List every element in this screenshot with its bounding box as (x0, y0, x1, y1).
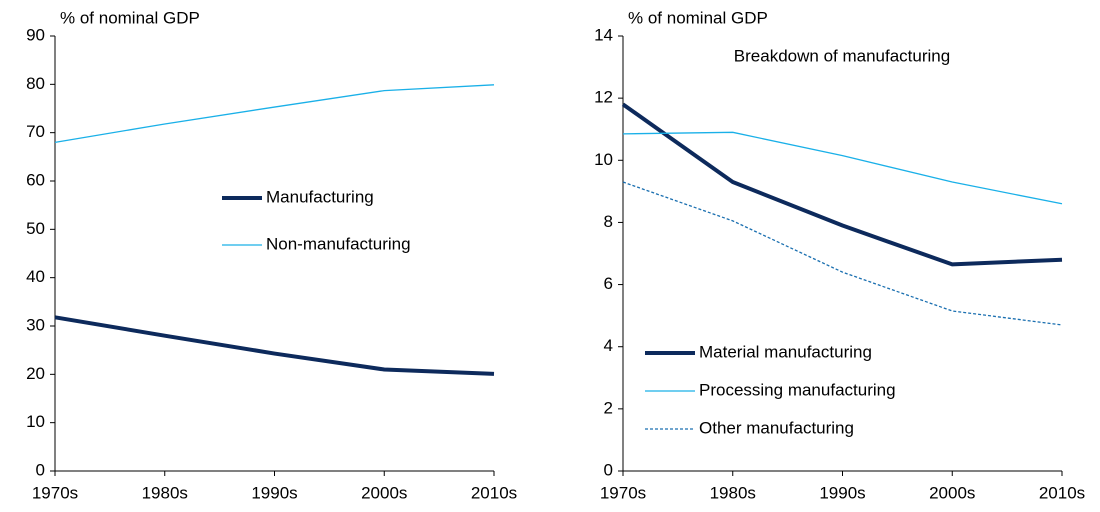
series-line (622, 131, 1063, 205)
y-tick-label: 90 (26, 25, 45, 44)
y-tick-label: 0 (36, 460, 45, 479)
y-tick-label: 0 (604, 460, 613, 479)
legend-label: Other manufacturing (699, 418, 854, 437)
y-tick-label: 10 (26, 412, 45, 431)
y-tick-label: 12 (594, 88, 613, 107)
y-tick-label: 8 (604, 212, 613, 231)
legend-label: Non-manufacturing (266, 234, 411, 253)
y-tick-label: 20 (26, 364, 45, 383)
y-axis-label: % of nominal GDP (628, 8, 768, 27)
y-tick-label: 50 (26, 219, 45, 238)
series-line (54, 315, 495, 376)
x-tick-label: 1980s (142, 483, 188, 502)
y-tick-label: 4 (604, 336, 613, 355)
x-tick-label: 2010s (1039, 483, 1085, 502)
y-tick-label: 70 (26, 122, 45, 141)
series-line (622, 181, 1063, 326)
y-tick-label: 40 (26, 267, 45, 286)
x-tick-label: 1990s (251, 483, 297, 502)
legend-label: Processing manufacturing (699, 380, 896, 399)
y-tick-label: 6 (604, 274, 613, 293)
x-tick-label: 2000s (361, 483, 407, 502)
y-tick-label: 10 (594, 150, 613, 169)
y-tick-label: 30 (26, 315, 45, 334)
x-tick-label: 1970s (32, 483, 78, 502)
x-tick-label: 1970s (600, 483, 646, 502)
annotation: Breakdown of manufacturing (734, 46, 950, 65)
x-tick-label: 1990s (819, 483, 865, 502)
y-tick-label: 14 (594, 25, 613, 44)
legend-label: Manufacturing (266, 187, 374, 206)
y-tick-label: 80 (26, 74, 45, 93)
x-tick-label: 2010s (471, 483, 517, 502)
series-line (621, 102, 1063, 267)
x-tick-label: 1980s (710, 483, 756, 502)
x-tick-label: 2000s (929, 483, 975, 502)
legend-label: Material manufacturing (699, 342, 872, 361)
series-line (54, 84, 495, 143)
y-tick-label: 2 (604, 398, 613, 417)
y-tick-label: 60 (26, 170, 45, 189)
y-axis-label: % of nominal GDP (60, 8, 200, 27)
